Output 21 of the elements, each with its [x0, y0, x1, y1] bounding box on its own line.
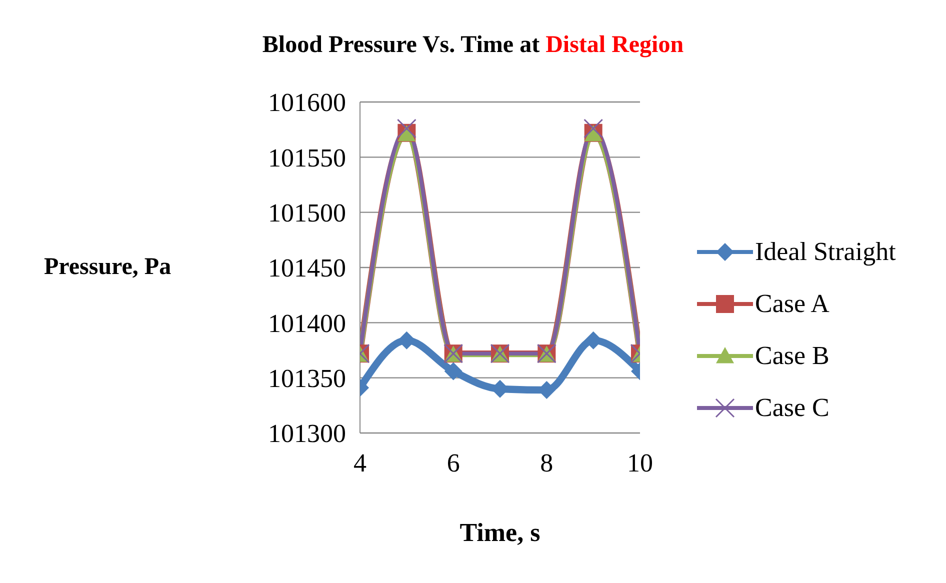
y-axis-title: Pressure, Pa [44, 254, 172, 281]
legend-label: Case A [755, 289, 830, 319]
y-tick-label: 101450 [268, 254, 346, 283]
x-tick-label: 4 [354, 448, 366, 478]
chart-title: Blood Pressure Vs. Time at Distal Region [262, 32, 684, 58]
x-axis-title: Time, s [458, 518, 542, 548]
y-tick-label: 101500 [268, 198, 346, 228]
y-tick-label: 101550 [268, 143, 346, 172]
point [444, 362, 462, 380]
legend-label: Case C [755, 393, 830, 423]
x-tick-label: 8 [540, 448, 554, 478]
y-tick-label: 101300 [268, 419, 346, 448]
x-tick-label: 10 [627, 448, 653, 478]
x-tick-label: 6 [446, 448, 460, 478]
legend-label: Ideal Straight [755, 237, 896, 267]
legend-label: Case B [755, 341, 830, 371]
y-tick-label: 101400 [268, 308, 346, 338]
y-tick-label: 101350 [268, 364, 346, 394]
point [584, 118, 604, 138]
point [396, 118, 416, 138]
y-tick-label: 101600 [268, 88, 346, 118]
